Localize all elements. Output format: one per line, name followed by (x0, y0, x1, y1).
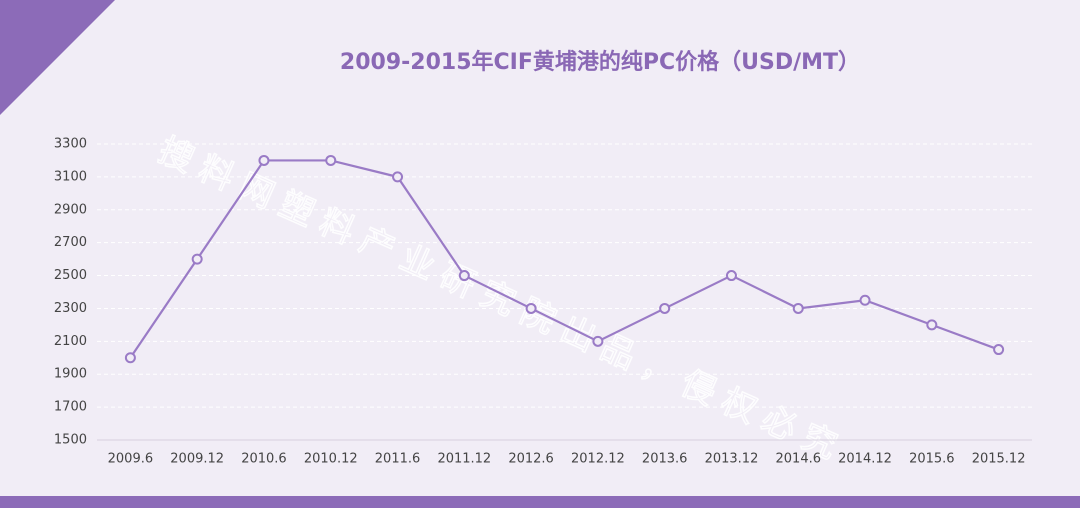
y-tick-label: 2500 (54, 268, 87, 283)
y-tick-label: 2700 (54, 235, 87, 250)
x-tick-label: 2013.12 (705, 452, 759, 467)
x-tick-label: 2012.12 (571, 452, 625, 467)
marker (258, 154, 270, 166)
y-tick-label: 2900 (54, 202, 87, 217)
y-tick-label: 1700 (54, 400, 87, 415)
y-tick-label: 1500 (54, 433, 87, 448)
marker (325, 154, 337, 166)
marker (859, 294, 871, 306)
x-tick-label: 2011.12 (437, 452, 491, 467)
x-tick-label: 2015.6 (909, 452, 955, 467)
marker (792, 302, 804, 314)
y-tick-label: 1900 (54, 367, 87, 382)
marker (659, 302, 671, 314)
x-tick-label: 2011.6 (375, 452, 421, 467)
y-tick-label: 3300 (54, 137, 87, 152)
marker (993, 344, 1005, 356)
marker (124, 352, 136, 364)
marker (191, 253, 203, 265)
marker (725, 270, 737, 282)
x-tick-label: 2009.6 (108, 452, 154, 467)
y-tick-label: 2100 (54, 334, 87, 349)
marker (525, 302, 537, 314)
x-tick-label: 2014.6 (776, 452, 822, 467)
corner-decoration (0, 0, 115, 115)
y-tick-label: 3100 (54, 169, 87, 184)
x-tick-label: 2015.12 (972, 452, 1026, 467)
x-tick-label: 2010.6 (241, 452, 287, 467)
x-tick-label: 2010.12 (304, 452, 358, 467)
marker (592, 335, 604, 347)
x-tick-label: 2012.6 (508, 452, 554, 467)
marker (926, 319, 938, 331)
x-tick-label: 2013.6 (642, 452, 688, 467)
chart-title: 2009-2015年CIF黄埔港的纯PC价格（USD/MT） (340, 49, 860, 75)
marker (392, 171, 404, 183)
x-tick-label: 2009.12 (170, 452, 224, 467)
marker (458, 270, 470, 282)
bottom-bar (0, 496, 1080, 508)
x-tick-label: 2014.12 (838, 452, 892, 467)
series-line (129, 159, 999, 359)
y-tick-label: 2300 (54, 301, 87, 316)
